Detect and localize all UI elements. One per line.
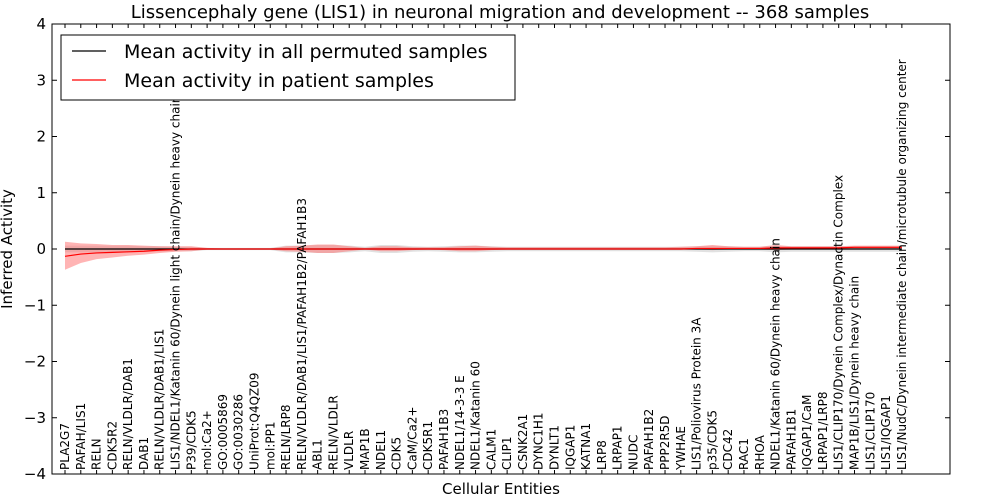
x-tick-label: CDK5R1 — [421, 421, 435, 470]
x-tick-label: YWHAE — [674, 426, 688, 471]
x-tick-label: LIS1/CLIP170/Dynein Complex/Dynactin Com… — [832, 175, 846, 470]
x-tick-label: CDK5 — [390, 437, 404, 470]
x-tick-label: IQGAP1 — [563, 425, 577, 470]
x-tick-label: PAFAH/LIS1 — [74, 403, 88, 470]
x-tick-label: PLA2G7 — [58, 423, 72, 470]
legend-box — [60, 34, 516, 101]
x-tick-label: RHOA — [753, 434, 767, 470]
x-tick-label: IQGAP1/CaM — [800, 395, 814, 471]
legend-label-permuted: Mean activity in all permuted samples — [124, 41, 487, 63]
line-layer — [64, 246, 902, 257]
x-tick-label: VLDLR — [342, 431, 356, 470]
y-tick-label: 1 — [36, 184, 46, 202]
x-tick-label: LRPAP1 — [611, 425, 625, 470]
x-tick-label: PAFAH1B3 — [437, 409, 451, 470]
x-tick-label: P39/CDK5 — [184, 410, 198, 470]
x-tick-label: LIS1/Poliovirus Protein 3A — [690, 317, 704, 470]
y-axis: 4 3 2 1 0 −1 −2 −3 −4 — [24, 15, 950, 483]
y-axis-label: Inferred Activity — [0, 189, 16, 309]
y-tick-label: 0 — [36, 240, 46, 258]
y-tick-label: −4 — [24, 465, 46, 483]
x-tick-label: NDEL1/14-3-3 E — [453, 375, 467, 470]
x-tick-label: CaM/Ca2+ — [405, 406, 419, 470]
x-tick-label: RELN/VLDLR/DAB1 — [121, 358, 135, 470]
x-tick-label: MAP1B — [358, 428, 372, 470]
x-tick-label: UniProt:Q4QZ09 — [247, 372, 261, 470]
chart-title: Lissencephaly gene (LIS1) in neuronal mi… — [131, 2, 870, 23]
x-tick-label: ABL1 — [311, 439, 325, 470]
x-tick-label: LRP8 — [595, 440, 609, 470]
x-tick-label: CALM1 — [484, 429, 498, 470]
x-tick-label: LRPAP1/LRP8 — [816, 391, 830, 470]
x-tick-label: NDEL1 — [374, 430, 388, 470]
y-tick-label: −2 — [24, 353, 46, 371]
x-tick-label: CDC42 — [721, 429, 735, 470]
x-tick-label: mol:Ca2+ — [200, 410, 214, 470]
x-tick-label: KATNA1 — [579, 423, 593, 470]
y-tick-label: 3 — [36, 71, 46, 89]
x-tick-label: RELN/VLDLR — [326, 395, 340, 470]
x-tick-label: DYNC1H1 — [532, 412, 546, 470]
x-tick-label: CDK5R2 — [105, 421, 119, 470]
x-tick-label: RELN/VLDLR/DAB1/LIS1/PAFAH1B2/PAFAH1B3 — [295, 198, 309, 470]
x-tick-label: CSNK2A1 — [516, 414, 530, 470]
patient-mean-line — [64, 246, 902, 257]
x-tick-label: p35/CDK5 — [705, 410, 719, 470]
x-tick-label: RELN/LRP8 — [279, 404, 293, 470]
x-tick-label: NUDC — [626, 435, 640, 470]
x-tick-label: LIS1/IQGAP1 — [879, 395, 893, 470]
x-tick-label: GO:0005869 — [216, 394, 230, 470]
x-tick-label: RELN/VLDLR/DAB1/LIS1 — [153, 329, 167, 470]
legend: Mean activity in all permuted samples Me… — [60, 34, 516, 101]
x-tick-label: LIS1/NudC/Dynein intermediate chain/micr… — [895, 59, 909, 470]
x-tick-label: PAFAH1B2 — [642, 409, 656, 470]
x-tick-label: DAB1 — [137, 437, 151, 470]
x-axis: PLA2G7 PAFAH/LIS1 RELN CDK5R2 RELN/VLDLR/DAB… — [58, 24, 909, 474]
legend-label-patient: Mean activity in patient samples — [124, 70, 434, 92]
x-tick-label: PPP2R5D — [658, 415, 672, 470]
x-tick-label: LIS1/NDEL1/Katanin 60/Dynein light chain… — [169, 96, 183, 470]
x-tick-label: LIS1/CLIP170 — [863, 392, 877, 470]
y-tick-label: 2 — [36, 128, 46, 146]
x-tick-label: NDEL1/Katanin 60 — [469, 361, 483, 470]
x-tick-label: RELN — [90, 438, 104, 470]
x-axis-label: Cellular Entities — [442, 480, 560, 498]
x-tick-label: mol:PP1 — [263, 421, 277, 470]
x-tick-label: RAC1 — [737, 438, 751, 470]
x-tick-label: PAFAH1B1 — [784, 409, 798, 470]
y-tick-label: 4 — [36, 15, 46, 33]
x-tick-label: GO:0030286 — [232, 394, 246, 470]
x-tick-label: DYNLT1 — [547, 425, 561, 470]
x-tick-label: CLIP1 — [500, 437, 514, 470]
x-tick-label: NDEL1/Katanin 60/Dynein heavy chain — [769, 238, 783, 470]
y-tick-label: −3 — [24, 409, 46, 427]
x-tick-label: MAP1B/LIS1/Dynein heavy chain — [848, 276, 862, 470]
y-tick-label: −1 — [24, 296, 46, 314]
